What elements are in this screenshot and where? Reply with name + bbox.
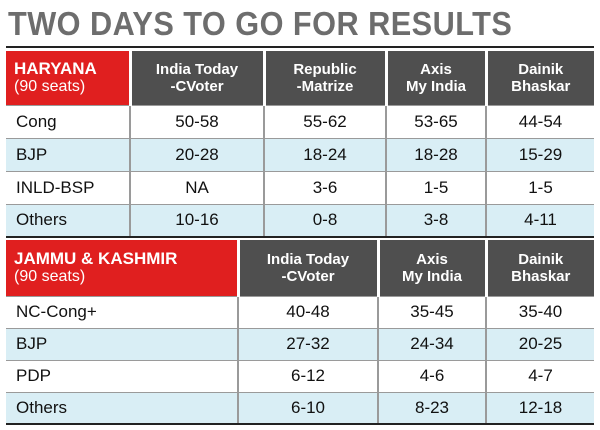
seat-range-cell: 55-62 — [263, 104, 386, 138]
haryana-state-cell: HARYANA (90 seats) — [6, 51, 130, 105]
seat-range-cell: 10-16 — [129, 203, 264, 238]
table-row: Others 10-16 0-8 3-8 4-11 — [6, 203, 594, 238]
seat-range-cell: 12-18 — [485, 391, 594, 425]
page-title: TWO DAYS TO GO FOR RESULTS — [8, 5, 513, 42]
seat-range-cell: 4-6 — [377, 359, 486, 392]
seat-range-cell: 3-6 — [263, 170, 386, 204]
jk-state-cell: JAMMU & KASHMIR (90 seats) — [6, 240, 238, 296]
table-row: Others 6-10 8-23 12-18 — [6, 391, 594, 425]
seat-range-cell: 35-45 — [377, 295, 486, 328]
party-cell: BJP — [6, 327, 238, 360]
pollster-header: Dainik Bhaskar — [484, 51, 594, 105]
state-name: HARYANA — [14, 59, 97, 79]
seat-range-cell: 44-54 — [485, 104, 594, 138]
seat-range-cell: 50-58 — [129, 104, 264, 138]
seat-range-cell: 18-28 — [385, 137, 486, 171]
seat-range-cell: 15-29 — [485, 137, 594, 171]
party-cell: NC-Cong+ — [6, 295, 238, 328]
seat-range-cell: 8-23 — [377, 391, 486, 425]
table-row: Cong 50-58 55-62 53-65 44-54 — [6, 104, 594, 138]
table-row: BJP 27-32 24-34 20-25 — [6, 327, 594, 360]
seat-range-cell: 1-5 — [485, 170, 594, 204]
table-row: INLD-BSP NA 3-6 1-5 1-5 — [6, 170, 594, 204]
seat-range-cell: 3-8 — [385, 203, 486, 238]
seat-range-cell: 20-25 — [485, 327, 594, 360]
state-seats: (90 seats) — [14, 268, 86, 286]
title-rule — [6, 46, 594, 48]
pollster-header: Axis My India — [384, 51, 486, 105]
jammu-kashmir-table: JAMMU & KASHMIR (90 seats) India Today -C… — [6, 240, 594, 425]
state-name: JAMMU & KASHMIR — [14, 249, 178, 269]
seat-range-cell: NA — [129, 170, 264, 204]
party-cell: BJP — [6, 137, 130, 171]
seat-range-cell: 6-12 — [237, 359, 378, 392]
haryana-table: HARYANA (90 seats) India Today -CVoter Re… — [6, 51, 594, 238]
seat-range-cell: 6-10 — [237, 391, 378, 425]
pollster-header: Dainik Bhaskar — [484, 240, 594, 296]
seat-range-cell: 27-32 — [237, 327, 378, 360]
haryana-header-row: HARYANA (90 seats) India Today -CVoter Re… — [6, 51, 594, 105]
party-cell: PDP — [6, 359, 238, 392]
seat-range-cell: 53-65 — [385, 104, 486, 138]
pollster-header: India Today -CVoter — [236, 240, 378, 296]
state-seats: (90 seats) — [14, 78, 86, 96]
seat-range-cell: 35-40 — [485, 295, 594, 328]
table-row: BJP 20-28 18-24 18-28 15-29 — [6, 137, 594, 171]
seat-range-cell: 0-8 — [263, 203, 386, 238]
party-cell: Others — [6, 203, 130, 238]
seat-range-cell: 20-28 — [129, 137, 264, 171]
seat-range-cell: 18-24 — [263, 137, 386, 171]
seat-range-cell: 4-11 — [485, 203, 594, 238]
party-cell: INLD-BSP — [6, 170, 130, 204]
party-cell: Cong — [6, 104, 130, 138]
seat-range-cell: 1-5 — [385, 170, 486, 204]
table-row: NC-Cong+ 40-48 35-45 35-40 — [6, 295, 594, 328]
seat-range-cell: 40-48 — [237, 295, 378, 328]
seat-range-cell: 24-34 — [377, 327, 486, 360]
pollster-header: India Today -CVoter — [128, 51, 264, 105]
jk-header-row: JAMMU & KASHMIR (90 seats) India Today -C… — [6, 240, 594, 296]
seat-range-cell: 4-7 — [485, 359, 594, 392]
pollster-header: Republic -Matrize — [262, 51, 386, 105]
pollster-header: Axis My India — [376, 240, 486, 296]
party-cell: Others — [6, 391, 238, 425]
table-row: PDP 6-12 4-6 4-7 — [6, 359, 594, 392]
